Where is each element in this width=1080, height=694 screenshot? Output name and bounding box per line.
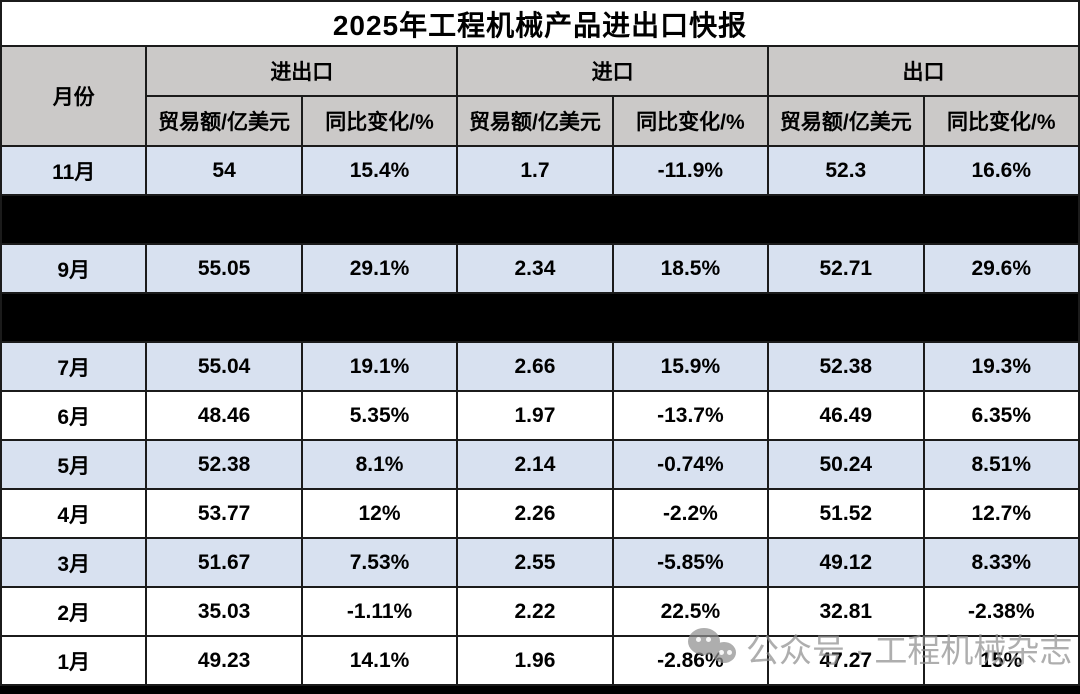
column-header-month: 月份 <box>0 45 148 147</box>
value-cell: -13.7% <box>611 390 770 441</box>
value-cell: 51.67 <box>145 537 303 588</box>
month-cell: 9月 <box>0 243 148 294</box>
column-group-export: 出口 <box>767 45 1080 97</box>
month-cell: 11月 <box>0 145 148 196</box>
value-cell: 15.4% <box>300 145 459 196</box>
value-cell: 53.77 <box>145 488 303 539</box>
value-cell: 8.1% <box>300 439 459 490</box>
value-cell: 49.12 <box>767 537 925 588</box>
value-cell: -2.38% <box>922 586 1080 637</box>
month-cell: 5月 <box>0 439 148 490</box>
value-cell: 8.51% <box>922 439 1080 490</box>
value-cell: 51.52 <box>767 488 925 539</box>
value-cell: 29.6% <box>922 243 1080 294</box>
month-cell: 6月 <box>0 390 148 441</box>
value-cell: 55.05 <box>145 243 303 294</box>
value-cell: 55.04 <box>145 341 303 392</box>
column-group-import-export: 进出口 <box>145 45 459 97</box>
value-cell: 2.14 <box>456 439 614 490</box>
value-cell: 35.03 <box>145 586 303 637</box>
value-cell: 15.9% <box>611 341 770 392</box>
value-cell: 2.55 <box>456 537 614 588</box>
redacted-cell <box>0 292 1080 343</box>
table-row: 4月 53.77 12% 2.26 -2.2% 51.52 12.7% <box>0 488 1080 539</box>
value-cell: 52.71 <box>767 243 925 294</box>
value-cell: 15% <box>922 635 1080 686</box>
value-cell: 12.7% <box>922 488 1080 539</box>
value-cell: -2.86% <box>611 635 770 686</box>
month-cell: 2月 <box>0 586 148 637</box>
value-cell: 5.35% <box>300 390 459 441</box>
month-cell: 1月 <box>0 635 148 686</box>
table-row: 5月 52.38 8.1% 2.14 -0.74% 50.24 8.51% <box>0 439 1080 490</box>
value-cell: 54 <box>145 145 303 196</box>
month-cell: 3月 <box>0 537 148 588</box>
header-sub-row: 贸易额/亿美元 同比变化/% 贸易额/亿美元 同比变化/% 贸易额/亿美元 同比… <box>1 95 1080 147</box>
subheader-yoy-change-total: 同比变化/% <box>300 95 459 147</box>
value-cell: 1.97 <box>456 390 614 441</box>
value-cell: -11.9% <box>611 145 770 196</box>
value-cell: 29.1% <box>300 243 459 294</box>
redacted-row <box>0 194 1080 245</box>
subheader-yoy-change-export: 同比变化/% <box>922 95 1080 147</box>
value-cell: 49.23 <box>145 635 303 686</box>
value-cell: 16.6% <box>922 145 1080 196</box>
value-cell: 1.7 <box>456 145 614 196</box>
value-cell: 52.3 <box>767 145 925 196</box>
header-group-row: 月份 进出口 进口 出口 <box>0 45 1080 147</box>
table-row: 9月 55.05 29.1% 2.34 18.5% 52.71 29.6% <box>0 243 1080 294</box>
value-cell: 50.24 <box>767 439 925 490</box>
month-cell: 7月 <box>0 341 148 392</box>
table-row: 6月 48.46 5.35% 1.97 -13.7% 46.49 6.35% <box>0 390 1080 441</box>
redacted-row <box>0 292 1080 343</box>
value-cell: 2.26 <box>456 488 614 539</box>
value-cell: 12% <box>300 488 459 539</box>
value-cell: 2.22 <box>456 586 614 637</box>
value-cell: -5.85% <box>611 537 770 588</box>
value-cell: 46.49 <box>767 390 925 441</box>
value-cell: -1.11% <box>300 586 459 637</box>
value-cell: 2.66 <box>456 341 614 392</box>
value-cell: 2.34 <box>456 243 614 294</box>
column-group-import: 进口 <box>456 45 770 97</box>
value-cell: 52.38 <box>145 439 303 490</box>
month-cell: 4月 <box>0 488 148 539</box>
value-cell: 18.5% <box>611 243 770 294</box>
subheader-trade-amount-import: 贸易额/亿美元 <box>456 95 614 147</box>
subheader-trade-amount-total: 贸易额/亿美元 <box>145 95 303 147</box>
value-cell: -0.74% <box>611 439 770 490</box>
table-body: 11月 54 15.4% 1.7 -11.9% 52.3 16.6% 9月 55.05 29.1%… <box>0 145 1080 686</box>
value-cell: 19.1% <box>300 341 459 392</box>
redacted-cell <box>0 194 1080 245</box>
table-row: 1月 49.23 14.1% 1.96 -2.86% 47.27 15% <box>0 635 1080 686</box>
title-row: 2025年工程机械产品进出口快报 <box>0 0 1080 47</box>
value-cell: 1.96 <box>456 635 614 686</box>
value-cell: 19.3% <box>922 341 1080 392</box>
table-row: 11月 54 15.4% 1.7 -11.9% 52.3 16.6% <box>0 145 1080 196</box>
value-cell: 52.38 <box>767 341 925 392</box>
value-cell: 6.35% <box>922 390 1080 441</box>
subheader-trade-amount-export: 贸易额/亿美元 <box>767 95 925 147</box>
table-row: 2月 35.03 -1.11% 2.22 22.5% 32.81 -2.38% <box>0 586 1080 637</box>
value-cell: 14.1% <box>300 635 459 686</box>
table-row: 7月 55.04 19.1% 2.66 15.9% 52.38 19.3% <box>0 341 1080 392</box>
subheader-yoy-change-import: 同比变化/% <box>611 95 770 147</box>
value-cell: 8.33% <box>922 537 1080 588</box>
value-cell: 47.27 <box>767 635 925 686</box>
table-row: 3月 51.67 7.53% 2.55 -5.85% 49.12 8.33% <box>0 537 1080 588</box>
value-cell: 22.5% <box>611 586 770 637</box>
value-cell: 7.53% <box>300 537 459 588</box>
value-cell: -2.2% <box>611 488 770 539</box>
page-title: 2025年工程机械产品进出口快报 <box>0 0 1080 47</box>
value-cell: 48.46 <box>145 390 303 441</box>
value-cell: 32.81 <box>767 586 925 637</box>
